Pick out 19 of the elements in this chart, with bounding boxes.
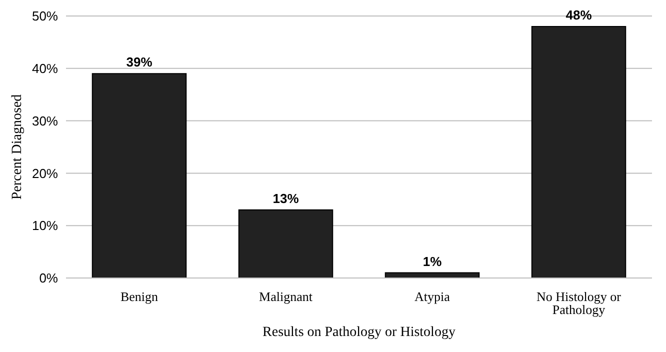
y-tick-label: 50% xyxy=(32,8,58,24)
x-tick-label: Malignant xyxy=(259,289,313,304)
y-tick-label: 40% xyxy=(32,61,58,76)
bar xyxy=(531,26,626,278)
bar xyxy=(92,73,187,278)
y-tick-label: 10% xyxy=(32,218,58,234)
x-axis-title: Results on Pathology or Histology xyxy=(262,325,456,340)
x-tick-label: Atypia xyxy=(414,289,450,304)
data-label: 48% xyxy=(566,7,592,22)
y-tick-label: 20% xyxy=(32,166,58,181)
y-axis-title: Percent Diagnosed xyxy=(10,94,25,200)
data-label: 13% xyxy=(272,190,300,206)
x-tick-label: No Histology or Pathology xyxy=(536,289,622,318)
data-label: 1% xyxy=(422,254,442,269)
y-tick-label: 30% xyxy=(32,113,58,128)
y-tick-label: 0% xyxy=(39,270,58,286)
data-label: 39% xyxy=(126,54,153,70)
bar xyxy=(238,209,334,278)
x-tick-label: Benign xyxy=(120,289,159,304)
